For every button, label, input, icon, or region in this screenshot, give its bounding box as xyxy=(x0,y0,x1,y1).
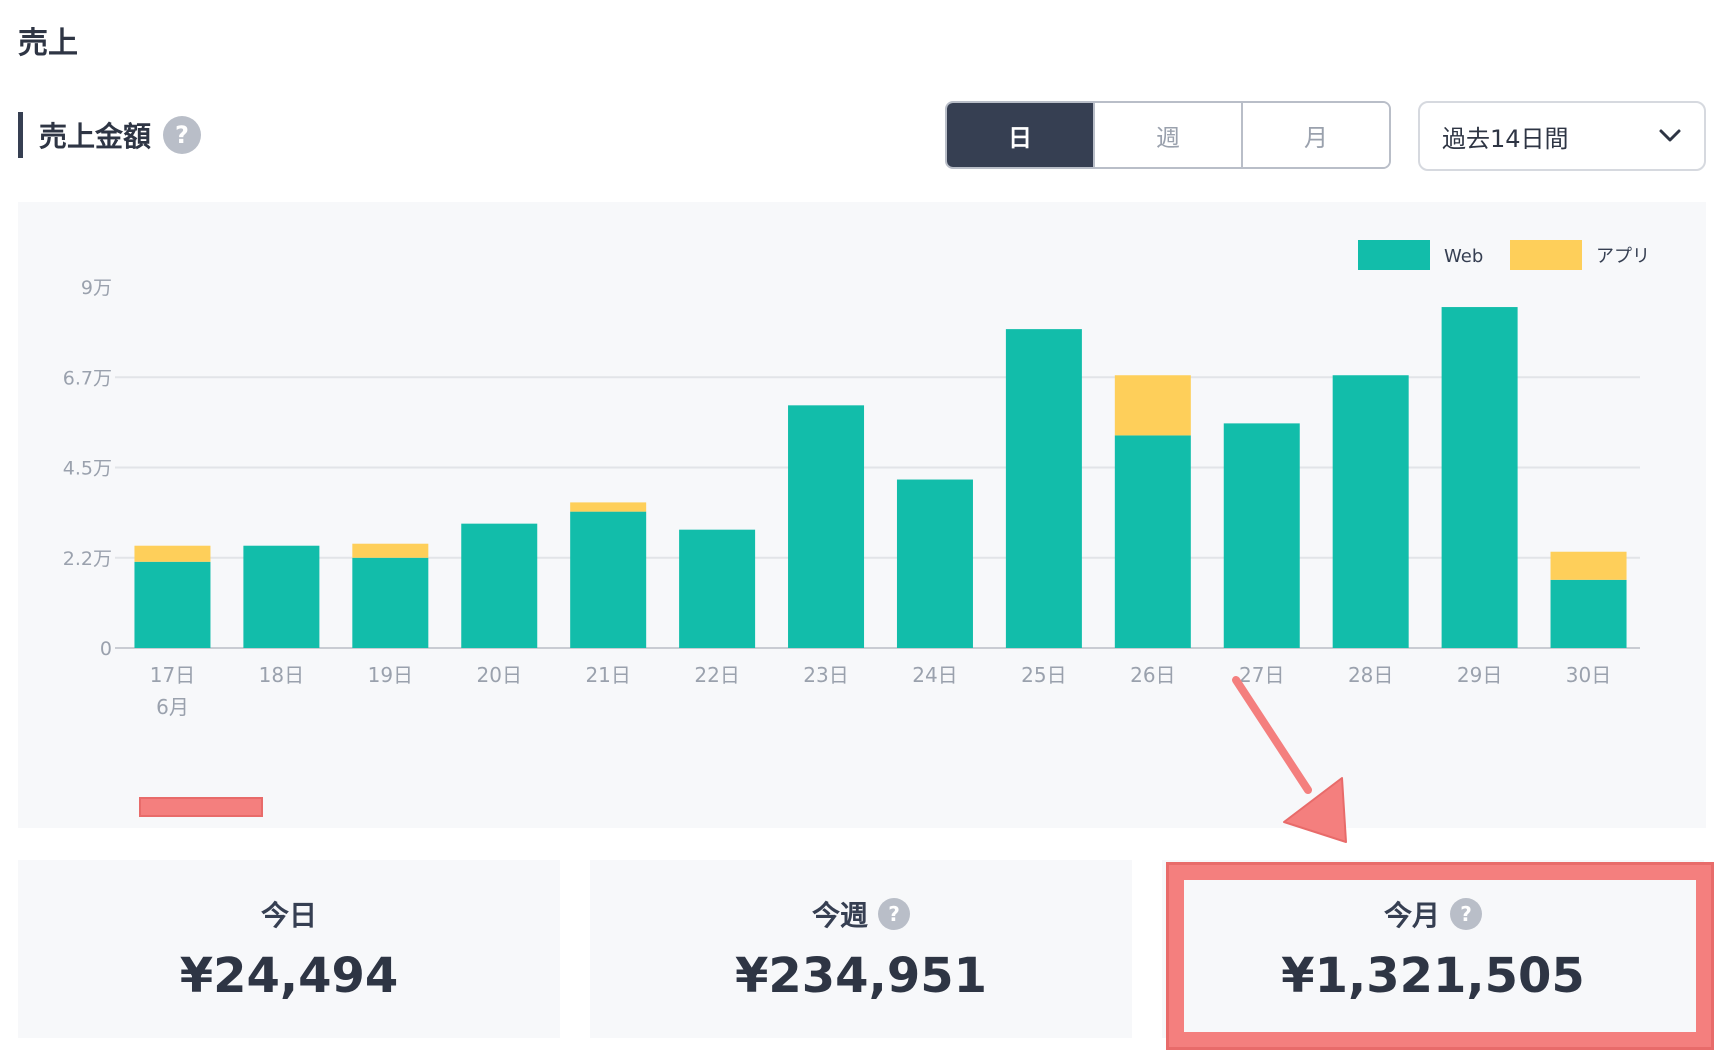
x-tick-label: 28日 xyxy=(1348,663,1393,687)
x-tick-label: 29日 xyxy=(1457,663,1502,687)
bar-web xyxy=(352,557,429,648)
x-tick-label: 26日 xyxy=(1130,663,1175,687)
stat-value-today: ¥24,494 xyxy=(179,948,399,1004)
legend-swatch-web xyxy=(1358,240,1430,270)
date-range-value: 過去14日間 xyxy=(1442,124,1569,153)
stat-card-month: 今月 ? ¥1,321,505 xyxy=(1162,860,1704,1038)
y-tick-label: 4.5万 xyxy=(63,458,112,480)
help-icon[interactable]: ? xyxy=(878,898,910,930)
x-tick-label: 25日 xyxy=(1021,663,1066,687)
period-week-button[interactable]: 週 xyxy=(1093,103,1241,167)
stat-label-week: 今週 xyxy=(811,899,868,932)
bar-app xyxy=(134,545,211,562)
bar-web xyxy=(243,545,320,648)
bar-app xyxy=(352,543,429,558)
bar-app xyxy=(1550,551,1627,580)
bar-web xyxy=(1114,435,1191,648)
sales-chart-panel: 0 2.2万 4.5万 6.7万 9万 17日 6月 18日 19日 20日 21日 22日 23日 24… xyxy=(18,202,1706,828)
help-icon[interactable]: ? xyxy=(163,116,202,154)
bar-web xyxy=(788,405,865,648)
date-range-select[interactable]: 過去14日間 xyxy=(1418,101,1706,171)
section-accent-bar xyxy=(18,112,23,158)
x-tick-label: 21日 xyxy=(585,663,630,687)
annotation-highlight-box xyxy=(1166,862,1714,1050)
bar-web xyxy=(1550,579,1627,648)
period-day-button[interactable]: 日 xyxy=(947,103,1093,167)
bar-web xyxy=(134,561,211,648)
legend-label-web: Web xyxy=(1444,246,1483,267)
help-icon[interactable]: ? xyxy=(1450,898,1482,930)
bar-web xyxy=(570,511,647,648)
bar-web xyxy=(461,523,538,648)
bar-web xyxy=(679,529,756,648)
y-tick-label: 0 xyxy=(100,638,112,660)
bar-web xyxy=(1332,375,1409,648)
section-title: 売上金額 xyxy=(39,120,152,153)
x-tick-label: 20日 xyxy=(477,663,522,687)
x-tick-label: 17日 xyxy=(150,663,195,687)
x-tick-label: 30日 xyxy=(1566,663,1611,687)
y-tick-label: 9万 xyxy=(81,277,112,299)
stat-label-today: 今日 xyxy=(260,899,317,932)
stat-value-month: ¥1,321,505 xyxy=(1281,948,1585,1004)
x-tick-label: 23日 xyxy=(803,663,848,687)
stat-value-week: ¥234,951 xyxy=(734,948,988,1004)
x-tick-label: 22日 xyxy=(694,663,739,687)
y-tick-label: 2.2万 xyxy=(63,548,112,570)
period-toggle: 日 週 月 xyxy=(945,101,1391,169)
x-tick-label: 24日 xyxy=(912,663,957,687)
stat-card-week: 今週 ? ¥234,951 xyxy=(590,860,1132,1038)
legend-label-app: アプリ xyxy=(1596,246,1650,267)
section-header: 売上金額 ? xyxy=(18,112,202,158)
legend-swatch-app xyxy=(1510,240,1582,270)
x-tick-label: 18日 xyxy=(259,663,304,687)
period-month-button[interactable]: 月 xyxy=(1241,103,1389,167)
bar-web xyxy=(896,479,973,648)
bar-web xyxy=(1005,329,1082,648)
page-title: 売上 xyxy=(18,26,78,61)
bar-app xyxy=(1114,375,1191,436)
bar-web xyxy=(1441,307,1518,648)
stat-label-month: 今月 xyxy=(1383,899,1440,932)
chevron-down-icon xyxy=(1659,129,1681,142)
stat-card-today: 今日 ¥24,494 xyxy=(18,860,560,1038)
bar-app xyxy=(570,502,647,512)
x-tick-label: 19日 xyxy=(368,663,413,687)
x-tick-label: 27日 xyxy=(1239,663,1284,687)
x-group-label: 6月 xyxy=(156,695,189,719)
bar-web xyxy=(1223,423,1300,648)
sales-bar-chart: 0 2.2万 4.5万 6.7万 9万 17日 6月 18日 19日 20日 21日 22日 23日 24… xyxy=(63,240,1650,719)
y-tick-label: 6.7万 xyxy=(63,367,112,389)
